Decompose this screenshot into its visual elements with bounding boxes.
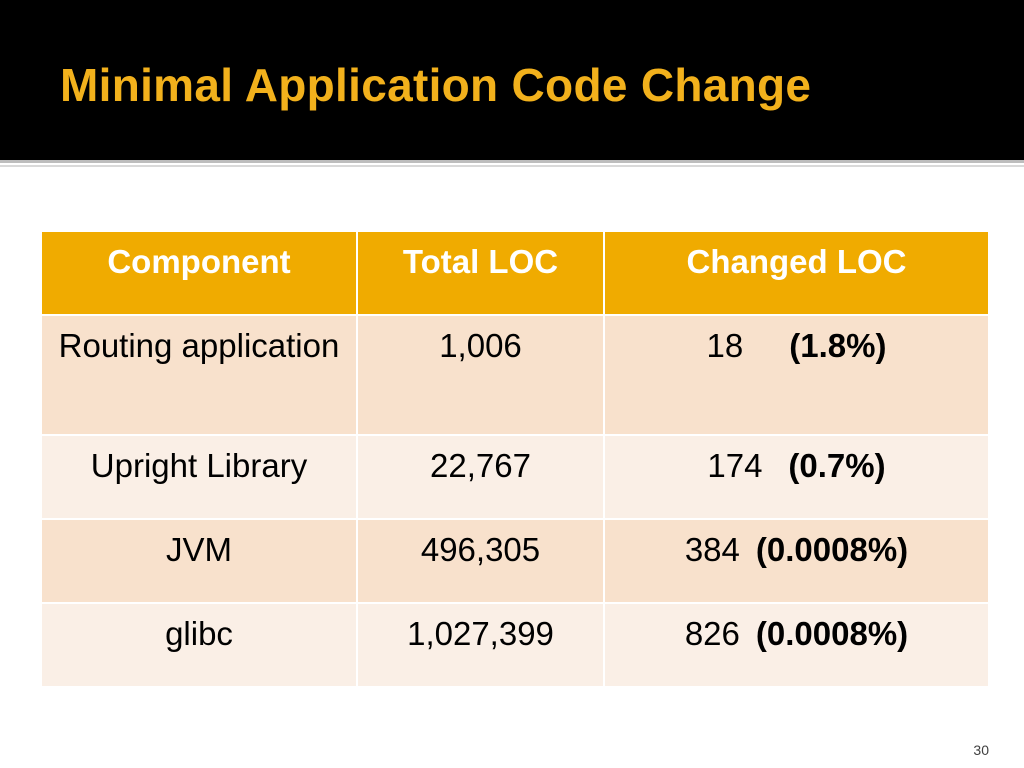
title-divider-secondary — [0, 165, 1024, 167]
table-row: Routing application 1,006 18 (1.8%) — [40, 314, 990, 436]
cell-component: Upright Library — [40, 434, 358, 520]
loc-table: Component Total LOC Changed LOC Routing … — [40, 230, 990, 688]
cell-changed-loc: 384 (0.0008%) — [603, 518, 990, 604]
changed-loc-count: 384 — [684, 531, 740, 568]
changed-loc-percent: (0.0008%) — [755, 531, 909, 568]
cell-changed-loc: 18 (1.8%) — [603, 314, 990, 436]
page-number: 30 — [973, 742, 989, 758]
cell-total-loc: 1,027,399 — [356, 602, 605, 688]
changed-loc-count: 826 — [684, 615, 740, 652]
slide-title: Minimal Application Code Change — [60, 59, 812, 111]
cell-component: JVM — [40, 518, 358, 604]
changed-loc-percent: (1.8%) — [789, 327, 887, 364]
header-changed-loc: Changed LOC — [603, 230, 990, 316]
changed-loc-count: 18 — [706, 327, 744, 364]
cell-total-loc: 496,305 — [356, 518, 605, 604]
changed-loc-count: 174 — [707, 447, 763, 484]
header-component: Component — [40, 230, 358, 316]
table-row: JVM 496,305 384 (0.0008%) — [40, 518, 990, 604]
title-band — [0, 0, 1024, 160]
header-total-loc: Total LOC — [356, 230, 605, 316]
table-row: Upright Library 22,767 174 (0.7%) — [40, 434, 990, 520]
cell-component: glibc — [40, 602, 358, 688]
cell-total-loc: 1,006 — [356, 314, 605, 436]
cell-component: Routing application — [40, 314, 358, 436]
cell-changed-loc: 174 (0.7%) — [603, 434, 990, 520]
changed-loc-percent: (0.7%) — [788, 447, 886, 484]
title-divider — [0, 160, 1024, 163]
cell-changed-loc: 826 (0.0008%) — [603, 602, 990, 688]
changed-loc-percent: (0.0008%) — [755, 615, 909, 652]
table-row: glibc 1,027,399 826 (0.0008%) — [40, 602, 990, 688]
cell-total-loc: 22,767 — [356, 434, 605, 520]
table-header-row: Component Total LOC Changed LOC — [40, 230, 990, 316]
